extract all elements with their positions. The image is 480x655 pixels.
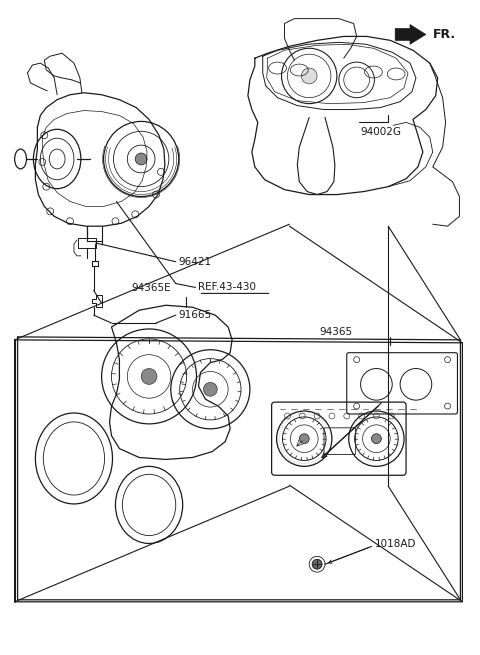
Circle shape — [372, 434, 381, 443]
Circle shape — [312, 559, 322, 569]
Circle shape — [301, 68, 317, 84]
Circle shape — [141, 369, 157, 384]
Text: 1018AD: 1018AD — [374, 540, 416, 550]
Text: 94365: 94365 — [319, 327, 352, 337]
Text: 91665: 91665 — [179, 310, 212, 320]
Circle shape — [300, 434, 309, 443]
Circle shape — [135, 153, 147, 165]
Text: 96421: 96421 — [179, 257, 212, 267]
Polygon shape — [395, 24, 426, 45]
Text: 94365E: 94365E — [131, 284, 171, 293]
Text: 94002G: 94002G — [360, 127, 402, 138]
Text: REF.43-430: REF.43-430 — [199, 282, 256, 293]
Text: FR.: FR. — [433, 28, 456, 41]
Circle shape — [204, 383, 217, 396]
